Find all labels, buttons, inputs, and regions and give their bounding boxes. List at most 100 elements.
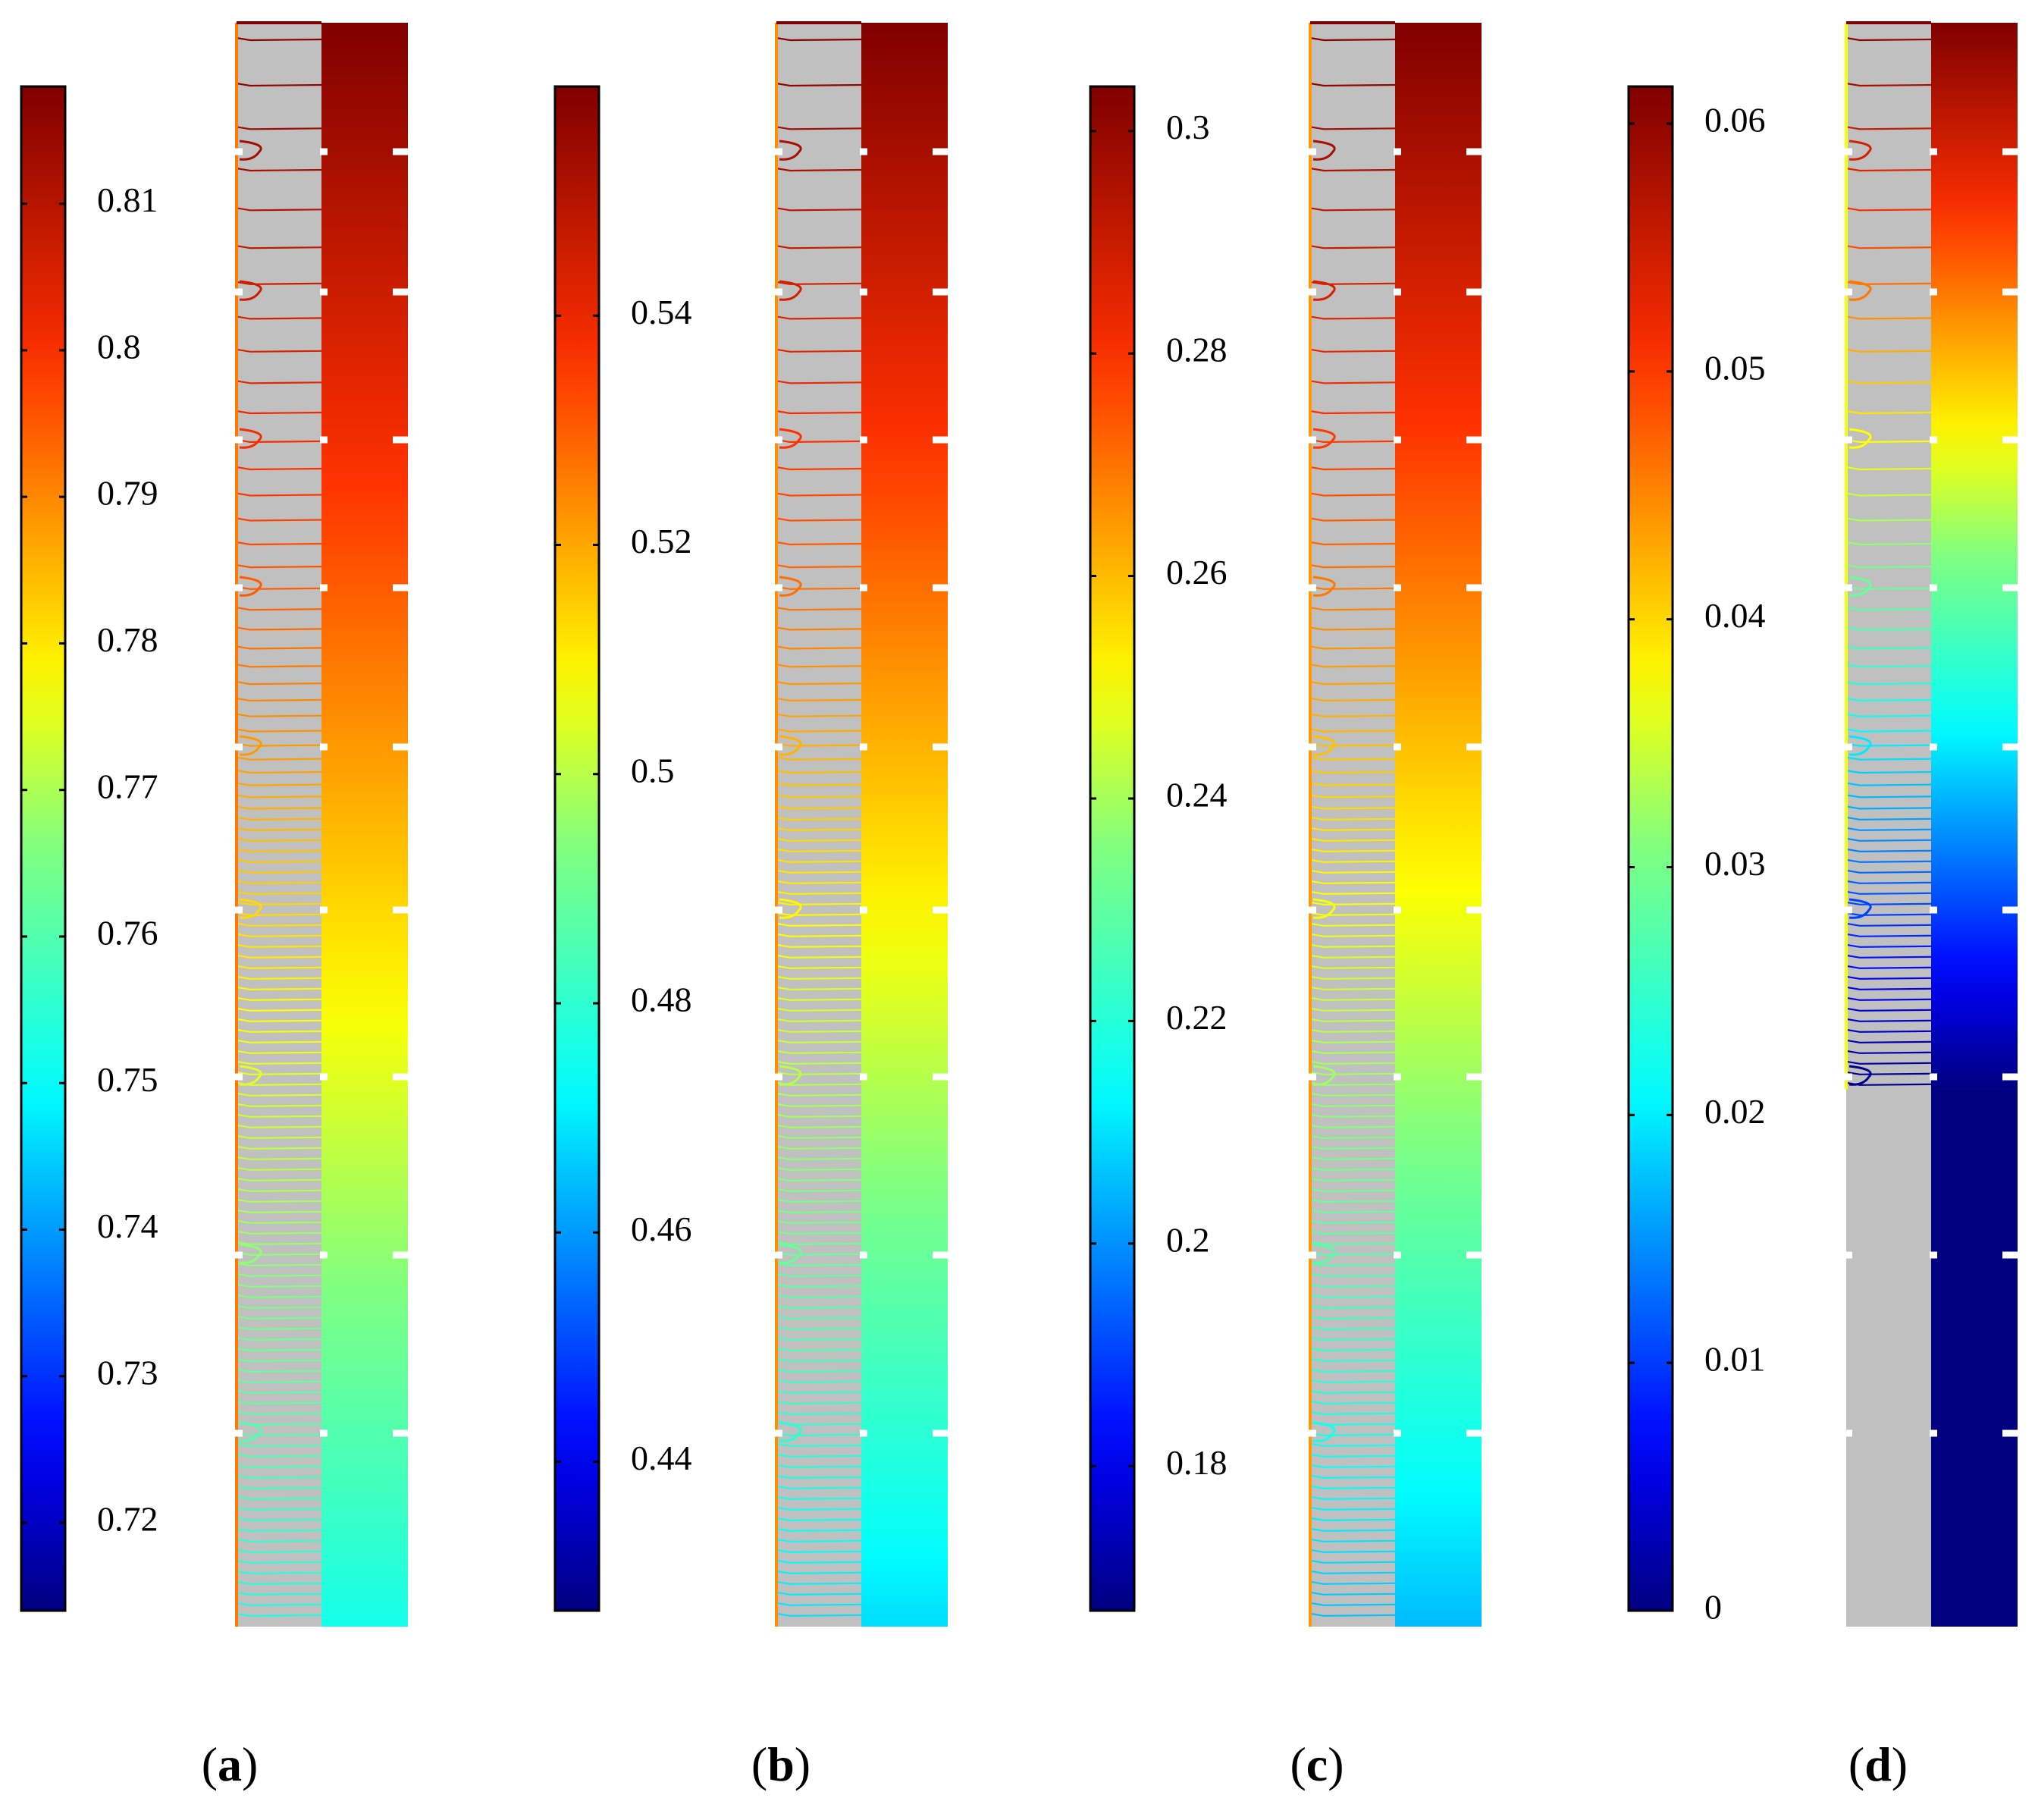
contour-line (776, 1241, 862, 1245)
slot-mark-right (393, 148, 408, 155)
contour-line (236, 1549, 322, 1553)
slot-mark-center (860, 584, 867, 592)
contour-line (1309, 1485, 1396, 1489)
contour-line (776, 794, 862, 799)
slot-mark-left (234, 584, 243, 592)
contour-line (1309, 1474, 1396, 1479)
contour-line (1845, 805, 1932, 810)
contour-line (776, 756, 862, 761)
contour-line (236, 207, 322, 212)
contour-line (1309, 1612, 1396, 1617)
slot-mark-right (1466, 148, 1482, 155)
contour-line (236, 1092, 322, 1097)
contour-line (236, 645, 322, 650)
contour-line (1309, 922, 1396, 927)
contour-line (236, 541, 322, 546)
colorbar-tick-label: 0.06 (1704, 101, 1766, 140)
contour-line (776, 1113, 862, 1118)
column-plot-b (773, 21, 948, 1627)
contour-line (1309, 1294, 1396, 1298)
panel-label-d: (d) (1848, 1737, 1908, 1793)
contour-line (1309, 912, 1396, 916)
contour-line (1845, 517, 1932, 522)
field-inactive-zone (1931, 1089, 2018, 1627)
slot-mark-left (773, 1429, 782, 1437)
contour-line (1309, 1283, 1396, 1288)
slot-mark-left (773, 906, 782, 914)
contour-line (776, 36, 862, 42)
contour-line (236, 1315, 322, 1320)
contour-line (776, 1294, 862, 1298)
contour-line (1309, 1272, 1396, 1277)
contour-line (776, 1071, 862, 1075)
contour-line (1309, 769, 1396, 774)
contour-line (776, 1028, 862, 1033)
slot-mark-center (1394, 906, 1401, 914)
contour-line (236, 1198, 322, 1203)
contour-line (776, 564, 862, 569)
contour-line (1309, 965, 1396, 969)
contour-line (236, 517, 322, 522)
contour-line (776, 607, 862, 611)
contour-line (776, 1304, 862, 1309)
contour-line (1309, 782, 1396, 786)
contour-line (236, 1527, 322, 1532)
contour-line (776, 848, 862, 852)
contour-line (1845, 943, 1932, 948)
contour-line (1309, 1262, 1396, 1266)
vortex-contour (1848, 735, 1872, 756)
contour-line (776, 975, 862, 980)
slot-mark-right (1466, 1429, 1482, 1437)
contour-line (1309, 564, 1396, 569)
contour-line (1845, 954, 1932, 959)
contour-line (1309, 1209, 1396, 1213)
contour-line (776, 1580, 862, 1585)
colorbar-ticks-a: 0.72 0.73 0.74 0.75 0.76 0.77 0.78 0.79 0.8 0.81 (21, 180, 158, 1539)
slot-mark-left (234, 1073, 243, 1081)
panel-label-c: (c) (1290, 1737, 1344, 1793)
contour-line (776, 1018, 862, 1022)
vortex-contour (779, 1065, 802, 1086)
contour-line (1309, 1591, 1396, 1596)
contour-line (1309, 1177, 1396, 1181)
contour-line (1309, 167, 1396, 172)
contour-line (236, 922, 322, 927)
vortex-contour (1312, 1065, 1336, 1086)
contour-line (1845, 564, 1932, 569)
contour-line (236, 1453, 322, 1458)
contour-line (776, 1134, 862, 1139)
contour-line (776, 816, 862, 821)
contour-line (236, 1612, 322, 1617)
contour-line (1309, 933, 1396, 937)
contour-line (236, 1580, 322, 1585)
contour-line (236, 36, 322, 42)
contour-line (236, 1039, 322, 1043)
vortex-contour (1848, 898, 1872, 919)
contour-line (776, 82, 862, 87)
contour-line (236, 1188, 322, 1192)
colorbar-d (1627, 85, 1674, 1612)
contour-line (776, 933, 862, 937)
contour-line (776, 965, 862, 969)
contour-line (776, 1315, 862, 1320)
contour-line (1309, 837, 1396, 842)
slot-mark-center (320, 584, 328, 592)
contour-line (1309, 880, 1396, 884)
contour-line (1309, 1442, 1396, 1447)
contour-line (1309, 1124, 1396, 1128)
contour-line (1845, 315, 1932, 320)
contour-line (776, 713, 862, 717)
contour-line (236, 1495, 322, 1500)
slot-mark-left (773, 584, 782, 592)
contour-line (776, 912, 862, 916)
label-close-c: ) (1328, 1737, 1344, 1791)
contour-line (236, 1559, 322, 1564)
panel-label-a: (a) (202, 1737, 259, 1793)
contour-line (1309, 1230, 1396, 1235)
contour-line (1309, 1028, 1396, 1033)
contour-line (1309, 1018, 1396, 1022)
contour-line (776, 681, 862, 686)
contour-line (236, 996, 322, 1001)
contour-line (1845, 1007, 1932, 1012)
slot-mark-center (1930, 148, 1937, 155)
